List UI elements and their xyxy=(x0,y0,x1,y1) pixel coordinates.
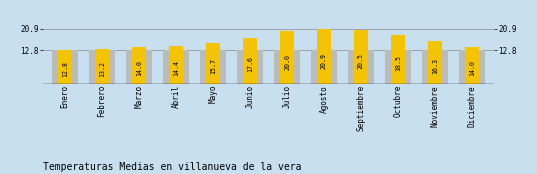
Bar xyxy=(391,35,405,84)
Text: 20.5: 20.5 xyxy=(358,53,364,69)
Bar xyxy=(132,47,146,84)
Text: 14.4: 14.4 xyxy=(173,60,179,76)
Bar xyxy=(348,50,374,84)
Bar xyxy=(52,50,78,84)
Bar xyxy=(169,46,183,84)
Text: 13.2: 13.2 xyxy=(99,61,105,77)
Bar xyxy=(385,50,411,84)
Bar xyxy=(237,50,263,84)
Text: Temperaturas Medias en villanueva de la vera: Temperaturas Medias en villanueva de la … xyxy=(43,162,301,172)
Bar xyxy=(317,29,331,84)
Text: 18.5: 18.5 xyxy=(395,55,401,71)
Text: 20.9: 20.9 xyxy=(321,53,327,69)
Bar xyxy=(95,49,109,84)
Bar xyxy=(89,50,115,84)
Bar xyxy=(126,50,152,84)
Bar xyxy=(459,50,485,84)
Text: 17.6: 17.6 xyxy=(247,56,253,72)
Text: 14.0: 14.0 xyxy=(469,60,475,76)
Bar xyxy=(280,31,294,84)
Bar xyxy=(200,50,226,84)
Text: 14.0: 14.0 xyxy=(136,60,142,76)
Bar xyxy=(422,50,448,84)
Bar xyxy=(274,50,300,84)
Bar xyxy=(465,47,479,84)
Bar xyxy=(428,41,442,84)
Bar xyxy=(206,43,220,84)
Text: 15.7: 15.7 xyxy=(210,58,216,74)
Text: 20.0: 20.0 xyxy=(284,54,290,70)
Text: 12.8: 12.8 xyxy=(62,61,68,77)
Bar xyxy=(354,30,368,84)
Text: 16.3: 16.3 xyxy=(432,58,438,74)
Bar xyxy=(58,50,72,84)
Bar xyxy=(243,38,257,84)
Bar xyxy=(311,50,337,84)
Bar xyxy=(163,50,189,84)
